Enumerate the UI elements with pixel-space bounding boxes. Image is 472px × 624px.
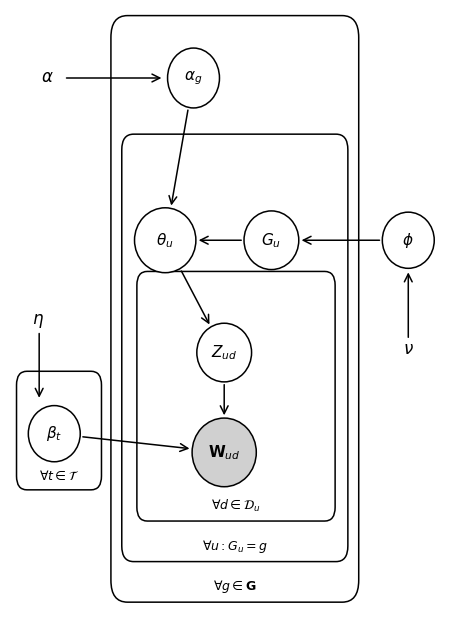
Text: $\forall u : G_u = g$: $\forall u : G_u = g$ [202,538,268,555]
Text: $Z_{ud}$: $Z_{ud}$ [211,343,237,362]
Text: $\phi$: $\phi$ [403,231,414,250]
Text: $\beta_t$: $\beta_t$ [46,424,62,443]
Text: $\alpha_g$: $\alpha_g$ [185,69,202,87]
Text: $\theta_u$: $\theta_u$ [156,231,174,250]
Text: $\forall t \in \mathcal{T}$: $\forall t \in \mathcal{T}$ [39,469,79,483]
Text: $\nu$: $\nu$ [403,341,414,358]
Ellipse shape [382,212,434,268]
Text: $G_u$: $G_u$ [261,231,281,250]
Ellipse shape [28,406,80,462]
Text: $\eta$: $\eta$ [32,313,44,330]
Text: $\forall d \in \mathcal{D}_u$: $\forall d \in \mathcal{D}_u$ [211,498,261,514]
Ellipse shape [192,418,256,487]
Ellipse shape [135,208,196,273]
Text: $\mathbf{W}_{ud}$: $\mathbf{W}_{ud}$ [208,443,240,462]
Ellipse shape [168,48,219,108]
Text: $\forall g \in \mathbf{G}$: $\forall g \in \mathbf{G}$ [213,578,257,595]
Ellipse shape [197,323,252,382]
Text: $\alpha$: $\alpha$ [41,69,53,87]
Ellipse shape [244,211,299,270]
